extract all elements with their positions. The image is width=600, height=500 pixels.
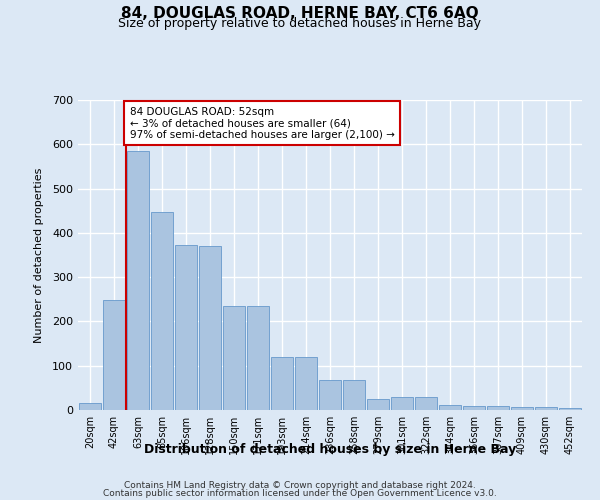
Bar <box>223 306 245 410</box>
Text: Size of property relative to detached houses in Herne Bay: Size of property relative to detached ho… <box>119 18 482 30</box>
Text: Contains public sector information licensed under the Open Government Licence v3: Contains public sector information licen… <box>103 489 497 498</box>
Bar <box>415 396 437 410</box>
Bar <box>271 357 293 410</box>
Bar <box>151 212 173 410</box>
Text: 84, DOUGLAS ROAD, HERNE BAY, CT6 6AQ: 84, DOUGLAS ROAD, HERNE BAY, CT6 6AQ <box>121 6 479 20</box>
Bar <box>511 407 533 410</box>
Bar <box>367 399 389 410</box>
Bar <box>103 300 125 410</box>
Bar <box>343 380 365 410</box>
Bar <box>535 407 557 410</box>
Bar <box>463 406 485 410</box>
Bar <box>439 404 461 410</box>
Text: 84 DOUGLAS ROAD: 52sqm
← 3% of detached houses are smaller (64)
97% of semi-deta: 84 DOUGLAS ROAD: 52sqm ← 3% of detached … <box>130 106 394 140</box>
Bar <box>295 357 317 410</box>
Bar <box>79 404 101 410</box>
Bar <box>487 406 509 410</box>
Bar <box>175 245 197 410</box>
Bar <box>391 396 413 410</box>
Text: Contains HM Land Registry data © Crown copyright and database right 2024.: Contains HM Land Registry data © Crown c… <box>124 480 476 490</box>
Bar <box>247 306 269 410</box>
Y-axis label: Number of detached properties: Number of detached properties <box>34 168 44 342</box>
Bar <box>127 151 149 410</box>
Bar <box>199 246 221 410</box>
Text: Distribution of detached houses by size in Herne Bay: Distribution of detached houses by size … <box>144 442 516 456</box>
Bar <box>559 408 581 410</box>
Bar <box>319 380 341 410</box>
